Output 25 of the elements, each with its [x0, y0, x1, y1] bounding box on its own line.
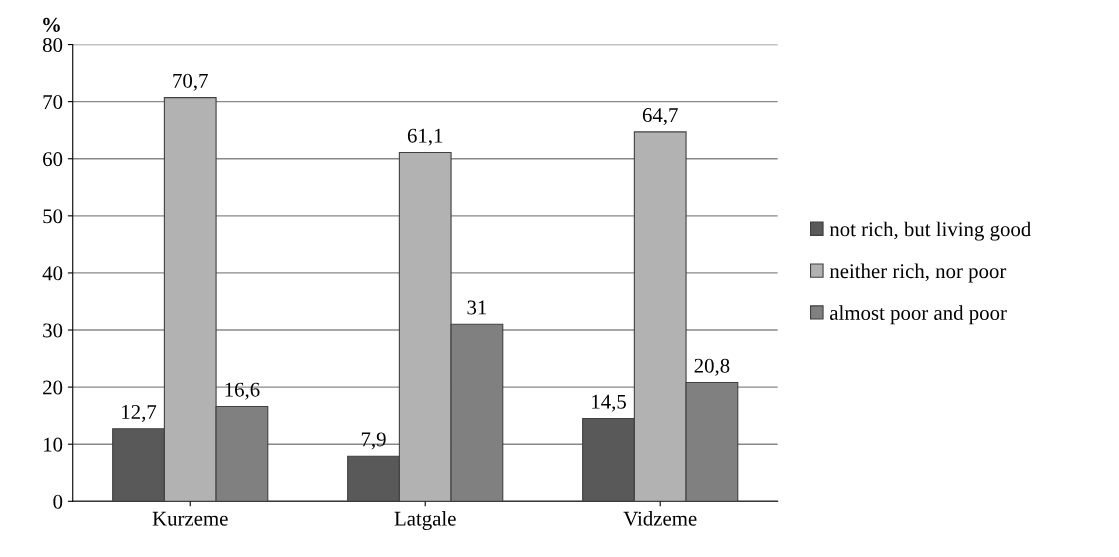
y-tick-label: 80 [42, 37, 63, 52]
x-tick-label: Kurzeme [152, 511, 228, 526]
data-label: 70,7 [173, 73, 208, 91]
y-tick-label: 70 [43, 95, 63, 110]
legend-label: not rich, but living good [829, 221, 1032, 241]
data-label: 61,1 [407, 128, 443, 146]
data-label: 31 [467, 300, 487, 315]
y-tick-label: 0 [53, 494, 63, 509]
y-tick-label: 40 [42, 266, 63, 281]
data-label: 16,6 [225, 382, 260, 400]
y-tick-label: 10 [44, 437, 63, 452]
y-tick-label: 30 [43, 323, 63, 338]
data-label: 64,7 [642, 108, 678, 126]
data-label: 20,8 [694, 358, 730, 376]
data-label: 7,9 [361, 432, 386, 450]
y-axis-title: % [43, 17, 60, 32]
legend-label: neither rich, nor poor [829, 263, 1007, 283]
x-tick-label: Latgale [394, 511, 456, 530]
legend-label: almost poor and poor [830, 305, 1007, 325]
x-tick-label: Vidzeme [623, 511, 697, 526]
data-label: 14,5 [592, 394, 626, 412]
y-tick-label: 20 [43, 380, 63, 395]
y-tick-label: 50 [43, 209, 63, 224]
y-tick-label: 60 [43, 152, 63, 167]
data-label: 12,7 [122, 405, 157, 422]
